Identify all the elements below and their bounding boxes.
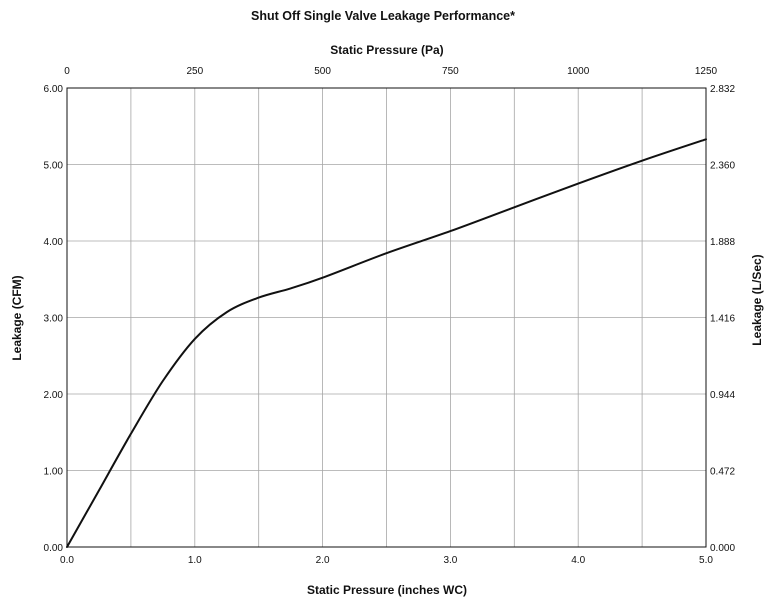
- x2-tick-label: 0: [64, 66, 70, 77]
- y2-tick-label: 1.416: [710, 314, 735, 325]
- chart-title: Shut Off Single Valve Leakage Performanc…: [251, 9, 515, 23]
- y-tick-label: 2.00: [44, 390, 64, 401]
- top-axis-title: Static Pressure (Pa): [330, 43, 443, 57]
- y-tick-label: 3.00: [44, 314, 64, 325]
- x2-tick-label: 1250: [695, 66, 718, 77]
- bottom-axis-title: Static Pressure (inches WC): [307, 583, 467, 597]
- y2-tick-label: 0.472: [710, 467, 735, 478]
- x2-tick-label: 500: [314, 66, 331, 77]
- y2-tick-label: 2.360: [710, 161, 735, 172]
- x2-tick-label: 750: [442, 66, 459, 77]
- gridlines: [67, 88, 706, 547]
- y2-tick-label: 0.944: [710, 390, 735, 401]
- x-tick-label: 5.0: [699, 555, 713, 566]
- y2-tick-label: 1.888: [710, 237, 735, 248]
- tick-labels: 0.0 1.0 2.0 3.0 4.0 5.00 250 500 750 1000 12500.00…: [44, 66, 736, 566]
- x-tick-label: 4.0: [571, 555, 585, 566]
- plot-frame: [66, 87, 707, 548]
- x2-tick-label: 1000: [567, 66, 590, 77]
- x-tick-label: 0.0: [60, 555, 74, 566]
- y2-tick-label: 2.832: [710, 84, 735, 95]
- leakage-curve: [66, 138, 707, 548]
- x-tick-label: 1.0: [188, 555, 202, 566]
- y-tick-label: 5.00: [44, 161, 64, 172]
- y-tick-label: 0.00: [44, 543, 64, 554]
- y-tick-label: 4.00: [44, 237, 64, 248]
- y2-tick-label: 0.000: [710, 543, 735, 554]
- y-tick-label: 6.00: [44, 84, 64, 95]
- x-tick-label: 3.0: [443, 555, 457, 566]
- x2-tick-label: 250: [186, 66, 203, 77]
- right-axis-title: Leakage (L/Sec): [750, 254, 764, 345]
- x-tick-label: 2.0: [316, 555, 330, 566]
- left-axis-title: Leakage (CFM): [10, 275, 24, 360]
- y-tick-label: 1.00: [44, 467, 64, 478]
